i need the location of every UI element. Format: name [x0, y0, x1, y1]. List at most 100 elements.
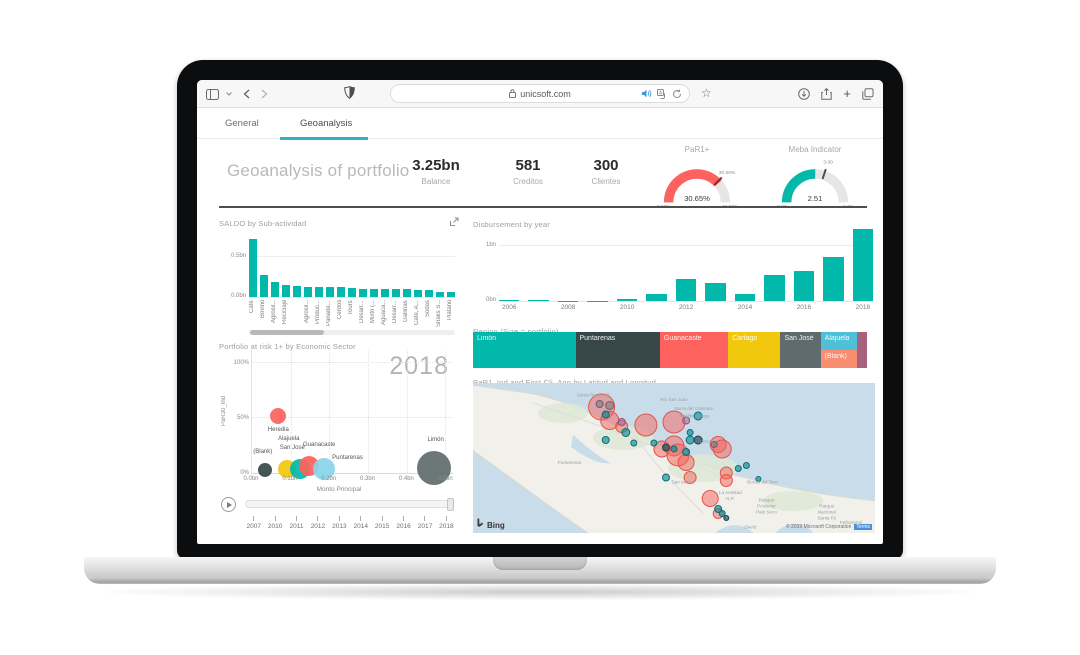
bar[interactable] — [764, 275, 785, 301]
bar[interactable] — [271, 282, 279, 297]
translate-icon[interactable]: A — [657, 88, 667, 99]
map-bubble[interactable] — [685, 435, 695, 445]
bar[interactable] — [852, 229, 874, 301]
map-bubble[interactable] — [714, 505, 723, 513]
map-bubble[interactable] — [662, 473, 670, 482]
downloads-icon[interactable] — [798, 88, 811, 100]
focus-mode-icon[interactable] — [449, 214, 459, 232]
audio-icon[interactable] — [642, 89, 652, 98]
bar[interactable] — [646, 294, 667, 301]
treemap-block[interactable]: (Blank) — [820, 350, 857, 368]
bar[interactable] — [370, 288, 378, 297]
treemap-block[interactable]: Alajuela — [820, 332, 857, 350]
bar[interactable] — [528, 299, 549, 301]
play-axis-year[interactable]: 2010 — [267, 523, 283, 530]
map-bubble[interactable] — [617, 418, 626, 426]
map-bubble[interactable] — [734, 465, 742, 472]
map-bubble[interactable] — [670, 445, 678, 453]
bar[interactable] — [705, 282, 726, 301]
play-axis-year[interactable]: 2015 — [374, 523, 390, 530]
bar[interactable] — [616, 299, 638, 301]
bar[interactable] — [381, 288, 389, 297]
map-bubble[interactable] — [719, 474, 733, 487]
bar[interactable] — [403, 289, 411, 297]
bar[interactable] — [249, 238, 257, 297]
map-bubble[interactable] — [683, 471, 697, 484]
bar[interactable] — [675, 278, 697, 301]
tab-general[interactable]: General — [225, 118, 259, 129]
bar[interactable] — [337, 287, 345, 297]
bar[interactable] — [414, 289, 422, 297]
scatter-point[interactable] — [416, 450, 451, 485]
bar[interactable] — [326, 287, 334, 297]
map-bubble[interactable] — [662, 443, 670, 452]
bar[interactable] — [260, 275, 268, 297]
scrollbar-thumb[interactable] — [250, 330, 325, 335]
bar[interactable] — [304, 286, 312, 297]
play-axis-year[interactable]: 2017 — [417, 523, 433, 530]
sidebar-toggle-icon[interactable] — [206, 88, 219, 100]
treemap-block[interactable] — [856, 332, 867, 368]
bar[interactable] — [315, 287, 323, 297]
treemap-block[interactable]: Cartago — [728, 332, 781, 368]
bing-map[interactable]: Río San Juan Barra del Colorado Wildlife R… — [473, 383, 875, 533]
map-bubble[interactable] — [650, 439, 658, 447]
map-bubble[interactable] — [693, 411, 703, 421]
map-bubble[interactable] — [601, 410, 610, 419]
share-icon[interactable] — [821, 88, 833, 100]
scatter-point[interactable] — [257, 462, 272, 477]
map-bubble[interactable] — [630, 439, 638, 447]
treemap-block[interactable]: San José — [780, 332, 821, 368]
treemap-block[interactable]: Guanacaste — [659, 332, 729, 368]
forward-icon[interactable] — [261, 89, 268, 99]
play-axis-year[interactable]: 2007 — [246, 523, 261, 530]
play-axis-year[interactable]: 2011 — [289, 523, 304, 530]
treemap-block[interactable]: Puntarenas — [575, 332, 660, 368]
bar[interactable] — [447, 292, 455, 297]
map-bubble[interactable] — [710, 441, 718, 448]
bar[interactable] — [425, 290, 433, 297]
map-bubble[interactable] — [712, 439, 732, 459]
scatter-point[interactable] — [312, 457, 335, 480]
favorite-star-icon[interactable]: ☆ — [701, 86, 712, 100]
play-axis-year[interactable]: 2014 — [353, 523, 368, 530]
map-bubble[interactable] — [595, 400, 604, 408]
map-bubble[interactable] — [755, 476, 762, 482]
map-bubble[interactable] — [701, 490, 719, 507]
tab-geoanalysis[interactable]: Geoanalysis — [300, 118, 353, 129]
bar[interactable] — [282, 284, 290, 297]
play-axis-year[interactable]: 2012 — [310, 523, 326, 530]
scatter-point[interactable] — [270, 407, 287, 424]
play-axis-year[interactable]: 2013 — [332, 523, 347, 530]
bar[interactable] — [436, 291, 444, 297]
map-bubble[interactable] — [601, 436, 610, 444]
bar[interactable] — [392, 288, 400, 297]
bar[interactable] — [734, 293, 756, 301]
bar[interactable] — [293, 286, 301, 297]
map-bubble[interactable] — [605, 401, 615, 410]
map-bubble[interactable] — [621, 428, 631, 437]
tab-overview-icon[interactable] — [862, 88, 874, 100]
map-bubble[interactable] — [686, 429, 694, 436]
play-axis-year[interactable]: 2018 — [439, 523, 454, 530]
bar[interactable] — [823, 257, 844, 301]
map-bubble[interactable] — [742, 462, 750, 469]
back-icon[interactable] — [243, 89, 250, 99]
bar[interactable] — [348, 287, 356, 297]
map-bubble[interactable] — [682, 448, 691, 456]
map-bubble[interactable] — [718, 510, 726, 517]
privacy-shield-icon[interactable] — [344, 86, 355, 99]
play-button[interactable] — [221, 497, 236, 512]
play-axis-slider[interactable] — [245, 498, 454, 511]
chevron-down-icon[interactable] — [226, 92, 232, 96]
map-bubble[interactable] — [723, 515, 730, 521]
bar[interactable] — [499, 300, 520, 301]
reload-icon[interactable] — [672, 89, 682, 99]
map-bubble[interactable] — [682, 416, 691, 425]
new-tab-icon[interactable]: + — [843, 86, 851, 101]
url-bar[interactable]: unicsoft.com A — [390, 84, 690, 103]
bar[interactable] — [359, 288, 367, 297]
map-bubble[interactable] — [677, 454, 695, 471]
map-bubble[interactable] — [693, 435, 703, 445]
map-terms-link[interactable]: Terms — [854, 524, 872, 530]
